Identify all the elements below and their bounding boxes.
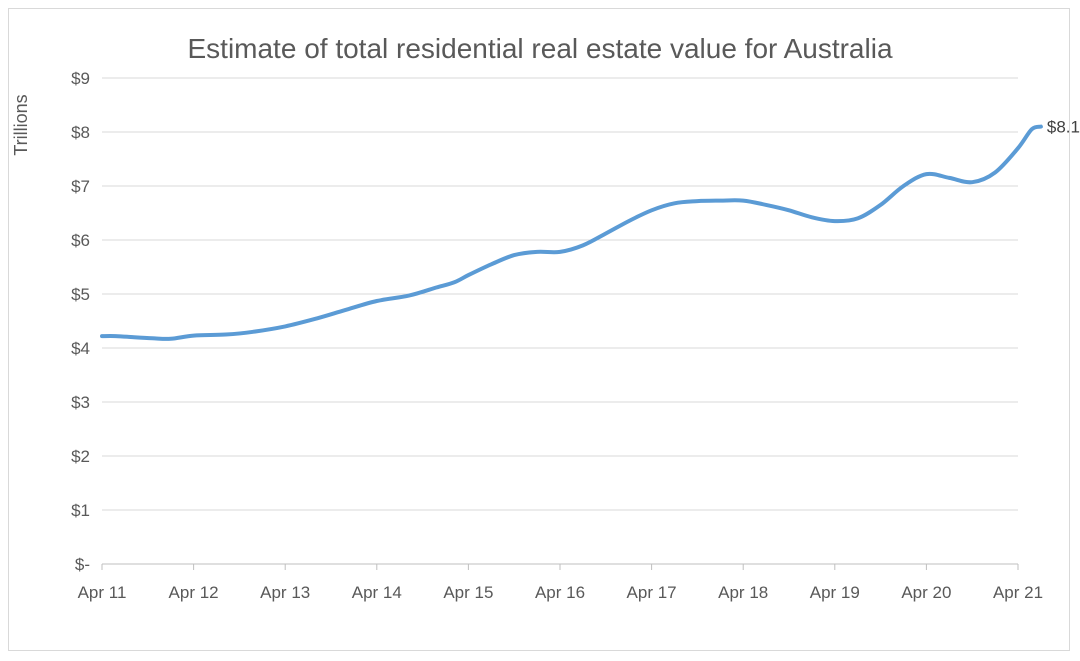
y-tick-label: $6 [71, 231, 90, 250]
x-tick-label: Apr 21 [993, 583, 1043, 602]
x-tick-label: Apr 18 [718, 583, 768, 602]
y-axis-label: Trillions [11, 94, 31, 155]
x-tick-label: Apr 11 [78, 583, 127, 602]
x-tick-label: Apr 16 [535, 583, 585, 602]
y-tick-label: $2 [71, 447, 90, 466]
x-tick-label: Apr 14 [352, 583, 402, 602]
x-tick-label: Apr 19 [810, 583, 860, 602]
y-tick-label: $8 [71, 123, 90, 142]
chart-title: Estimate of total residential real estat… [187, 33, 892, 64]
x-tick-label: Apr 20 [901, 583, 951, 602]
y-tick-label: $3 [71, 393, 90, 412]
y-tick-label: $5 [71, 285, 90, 304]
x-tick-label: Apr 13 [260, 583, 310, 602]
y-tick-label: $7 [71, 177, 90, 196]
y-tick-label: $- [75, 555, 90, 574]
x-tick-label: Apr 12 [169, 583, 219, 602]
y-tick-label: $9 [71, 69, 90, 88]
x-tick-label: Apr 15 [443, 583, 493, 602]
chart-frame [8, 8, 1070, 651]
x-tick-label: Apr 17 [627, 583, 677, 602]
y-tick-label: $4 [71, 339, 90, 358]
y-tick-label: $1 [71, 501, 90, 520]
end-value-label: $8.1 [1047, 118, 1080, 137]
series-line [100, 124, 1043, 341]
